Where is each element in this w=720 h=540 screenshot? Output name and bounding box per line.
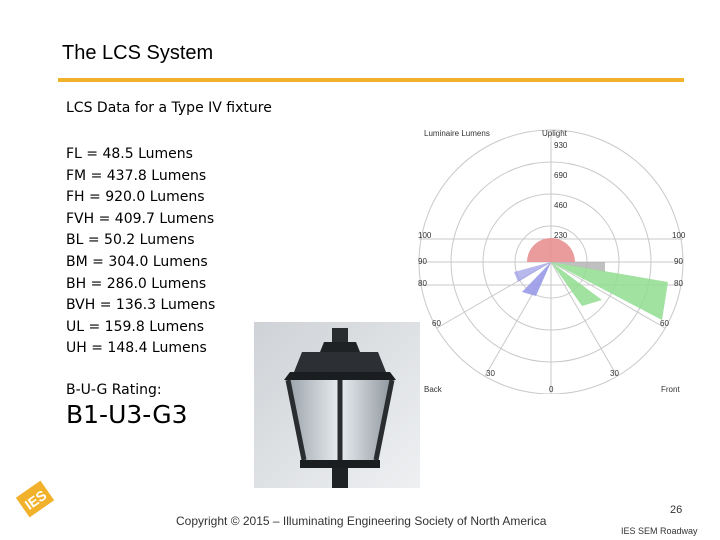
bottom-label-back: Back xyxy=(424,385,443,394)
lcs-item-uh: UH = 148.4 Lumens xyxy=(66,340,207,357)
left-label-80: 80 xyxy=(418,279,427,288)
angle-label-30-right: 30 xyxy=(610,369,619,378)
lcs-item-fm: FM = 437.8 Lumens xyxy=(66,167,207,184)
front-high-zone xyxy=(551,262,668,320)
angle-label-60-left: 60 xyxy=(432,319,441,328)
back-high-zone xyxy=(514,262,551,282)
ring-label-230: 230 xyxy=(554,231,568,240)
lcs-data-list: FL = 48.5 Lumens FM = 437.8 Lumens FH = … xyxy=(66,144,215,360)
ring-label-930: 930 xyxy=(554,141,568,150)
lcs-item-bm: BM = 304.0 Lumens xyxy=(66,253,208,270)
bug-rating-label: B-U-G Rating: xyxy=(66,382,162,398)
bottom-label-front: Front xyxy=(661,385,680,394)
lcs-subtitle: LCS Data for a Type IV fixture xyxy=(66,100,272,116)
bottom-label-zero: 0 xyxy=(549,385,554,394)
right-label-100: 100 xyxy=(672,231,686,240)
angle-label-60-right: 60 xyxy=(660,319,669,328)
back-zone xyxy=(522,262,551,296)
lcs-item-fl: FL = 48.5 Lumens xyxy=(66,146,193,162)
left-label-90: 90 xyxy=(418,257,427,266)
ring-label-690: 690 xyxy=(554,171,568,180)
bug-rating-value: B1-U3-G3 xyxy=(66,400,188,429)
ring-label-460: 460 xyxy=(554,201,568,210)
ies-logo: IES xyxy=(15,480,55,518)
front-mid-zone xyxy=(551,262,602,306)
legend-uplight: Uplight xyxy=(542,129,568,138)
slide-title: The LCS System xyxy=(62,42,214,64)
lcs-polar-chart: Luminaire Lumens Uplight 930 690 460 230… xyxy=(418,129,686,394)
left-label-100: 100 xyxy=(418,231,432,240)
angle-label-30-left: 30 xyxy=(486,369,495,378)
polar-zones xyxy=(514,238,668,320)
lcs-item-ul: UL = 159.8 Lumens xyxy=(66,318,205,335)
lcs-item-fvh: FVH = 409.7 Lumens xyxy=(66,210,215,227)
lcs-item-bh: BH = 286.0 Lumens xyxy=(66,275,207,292)
lcs-item-bvh: BVH = 136.3 Lumens xyxy=(66,297,216,314)
title-rule xyxy=(58,78,684,82)
right-label-90: 90 xyxy=(674,257,683,266)
uplight-zone xyxy=(527,238,575,262)
copyright-notice: Copyright © 2015 – Illuminating Engineer… xyxy=(176,514,547,528)
footer-org-label: IES SEM Roadway xyxy=(621,526,698,536)
lamp-fixture-image xyxy=(254,322,420,488)
lcs-item-fh: FH = 920.0 Lumens xyxy=(66,189,205,206)
page-number: 26 xyxy=(670,504,683,516)
lcs-item-bl: BL = 50.2 Lumens xyxy=(66,232,195,249)
legend-luminaire-lumens: Luminaire Lumens xyxy=(424,129,490,138)
right-label-80: 80 xyxy=(674,279,683,288)
